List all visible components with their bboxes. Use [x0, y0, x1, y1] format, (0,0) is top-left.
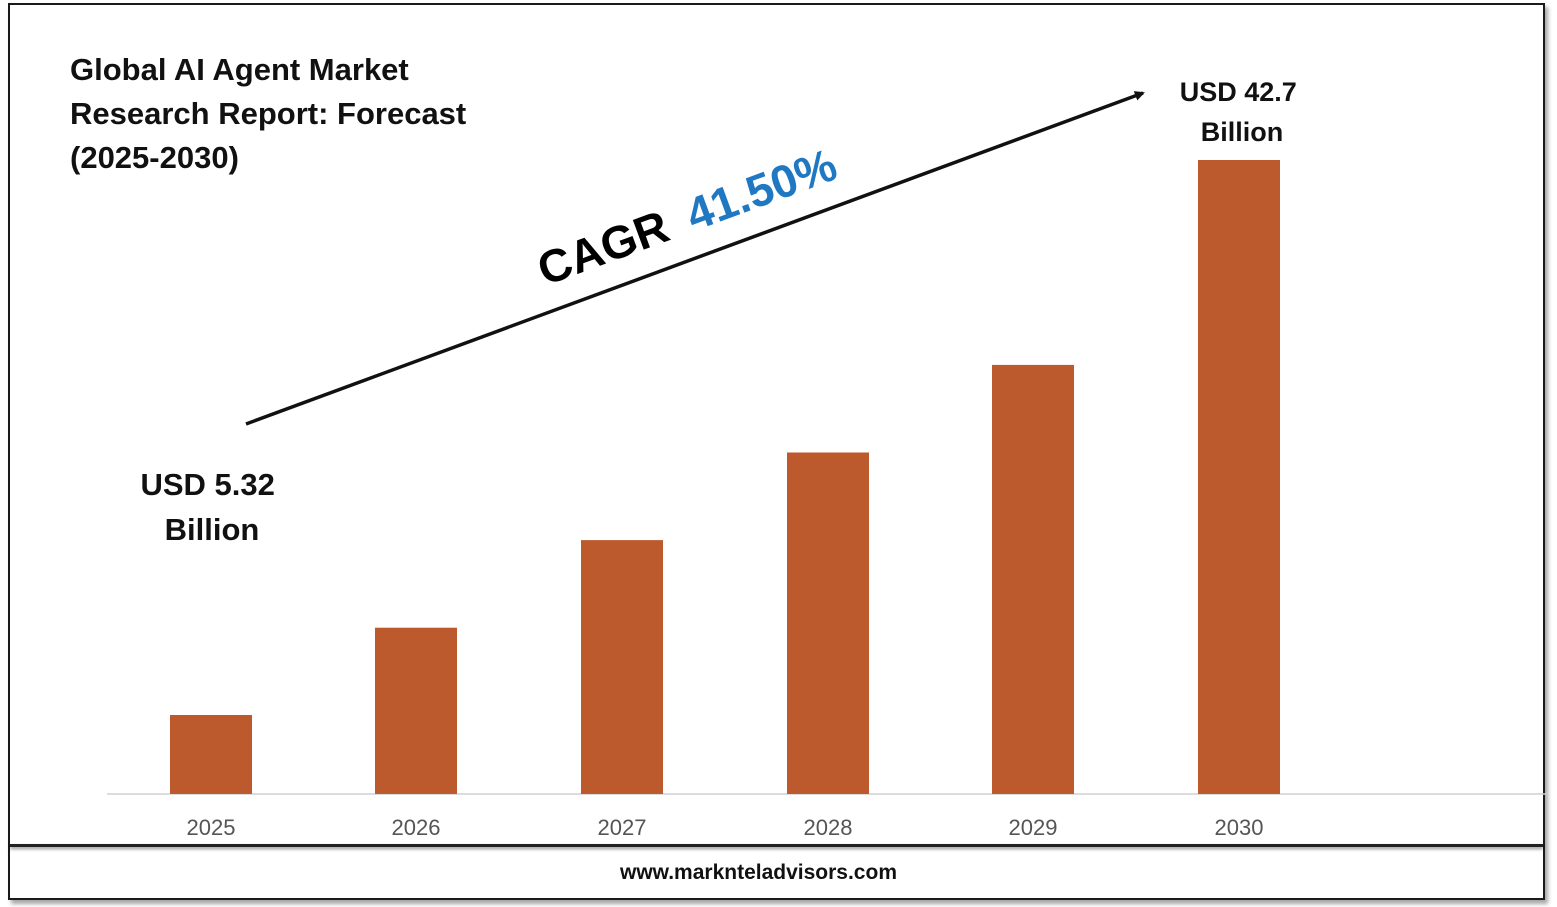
start-value-label: USD 5.32 Billion — [140, 467, 283, 547]
x-tick-2027: 2027 — [598, 815, 647, 840]
footer-divider — [10, 844, 1543, 847]
title-line-3: (2025-2030) — [70, 140, 239, 175]
chart-frame — [8, 3, 1545, 900]
end-label-line-1: USD 42.7 — [1180, 77, 1297, 107]
cagr-value: 41.50% — [679, 138, 843, 241]
start-label-line-1: USD 5.32 — [140, 467, 274, 502]
bar-2030 — [1198, 160, 1280, 794]
bar-2029 — [992, 364, 1074, 794]
bar-2026 — [375, 627, 457, 794]
footer-website: www.marknteladvisors.com — [620, 861, 897, 884]
end-label-line-2: Billion — [1201, 117, 1284, 147]
title-line-2: Research Report: Forecast — [70, 96, 467, 131]
x-tick-2026: 2026 — [392, 815, 441, 840]
end-value-label: USD 42.7 Billion — [1180, 77, 1305, 147]
bar-2025 — [170, 715, 252, 794]
x-tick-labels: 2025 2026 2027 2028 2029 2030 — [187, 815, 1264, 840]
cagr-label: CAGR — [530, 200, 675, 296]
growth-arrow — [245, 91, 1145, 426]
x-tick-2030: 2030 — [1215, 815, 1264, 840]
x-tick-2029: 2029 — [1009, 815, 1058, 840]
x-tick-2028: 2028 — [804, 815, 853, 840]
x-tick-2025: 2025 — [187, 815, 236, 840]
chart-title: Global AI Agent Market Research Report: … — [70, 48, 510, 180]
start-label-line-2: Billion — [165, 512, 260, 547]
cagr-annotation: CAGR 41.50% — [530, 138, 843, 295]
bar-2027 — [581, 540, 663, 794]
title-line-1: Global AI Agent Market — [70, 52, 409, 87]
bar-2028 — [787, 452, 869, 794]
bars-group — [170, 160, 1280, 794]
